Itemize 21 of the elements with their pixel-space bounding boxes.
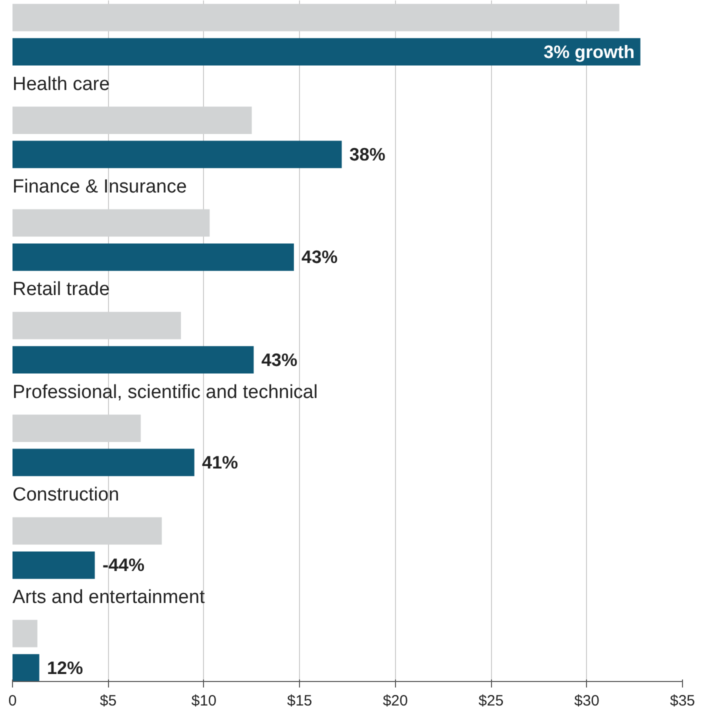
annotation: 3% growth — [544, 42, 635, 62]
x-tick-label: $30 — [574, 692, 600, 710]
x-tick-label: 0 — [8, 692, 17, 710]
y-tick-label: Retail trade — [12, 279, 110, 300]
annotation: -44% — [102, 555, 145, 576]
y-tick-label: Arts and entertainment — [12, 587, 206, 608]
x-tick-label: $15 — [287, 692, 312, 710]
x-tick-label: $5 — [100, 692, 117, 710]
annotation: 43% — [261, 350, 298, 370]
y-tick-label: Construction — [12, 484, 120, 506]
x-tick-label: $25 — [478, 692, 504, 710]
y-tick-label: Professional, scientific and technical — [12, 382, 318, 403]
annotation: 38% — [349, 144, 386, 164]
x-tick-label: $20 — [382, 692, 408, 710]
annotation: 43% — [302, 247, 338, 268]
x-tick-label: $35 — [670, 692, 696, 710]
y-tick-label: Finance & Insurance — [12, 176, 187, 198]
y-tick-label: Health care — [12, 74, 110, 95]
annotation: 41% — [202, 452, 238, 472]
annotation: 12% — [46, 658, 83, 678]
x-tick-label: $10 — [191, 692, 216, 710]
